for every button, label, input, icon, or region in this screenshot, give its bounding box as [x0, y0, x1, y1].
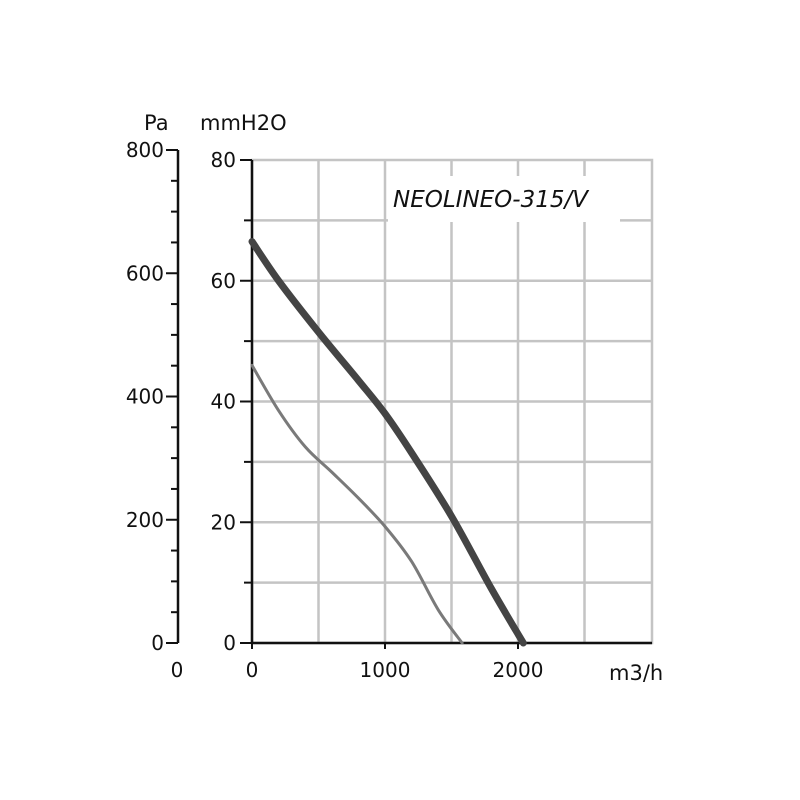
mmh2o-tick-label: 20 [211, 510, 236, 534]
grid-lines [252, 160, 652, 643]
x-tick-label: 1000 [360, 658, 411, 682]
mmh2o-tick-label: 60 [211, 269, 236, 293]
pa-tick-label: 800 [126, 138, 164, 162]
model-title: NEOLINEO-315/V [393, 187, 590, 213]
model-label-background [388, 176, 620, 222]
x-axis-unit: m3/h [609, 661, 663, 685]
mmh2o-tick-label: 40 [211, 390, 236, 414]
pa-tick-label: 0 [151, 631, 164, 655]
pa-axis-unit: Pa [144, 111, 169, 135]
mmh2o-axis-unit: mmH2O [200, 111, 287, 135]
pa-tick-label: 600 [126, 261, 164, 285]
mmh2o-tick-label: 0 [223, 631, 236, 655]
axis-labels: NEOLINEO-315/V Pa mmH2O m3/h 0 [144, 111, 663, 685]
pa-tick-label: 400 [126, 385, 164, 409]
curves [248, 238, 527, 647]
pa-tick-label: 200 [126, 508, 164, 532]
curve-low-speed [250, 363, 464, 645]
curve-high-speed [248, 238, 527, 647]
pa-axis: 0 200 400 600 800 [126, 138, 180, 655]
x-tick-label: 0 [246, 658, 259, 682]
mmh2o-tick-label: 80 [211, 148, 236, 172]
plot-frame: 0 20 40 60 80 0 1000 2000 [211, 148, 654, 682]
pa-axis-origin-label: 0 [171, 658, 184, 682]
x-tick-label: 2000 [493, 658, 544, 682]
